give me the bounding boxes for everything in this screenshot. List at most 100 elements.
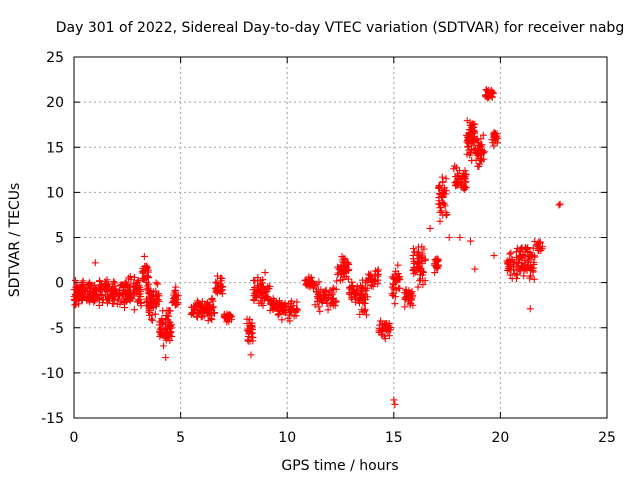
data-point (490, 142, 498, 150)
data-point (328, 291, 336, 299)
data-point (72, 301, 80, 309)
data-point (120, 299, 128, 307)
data-point (531, 253, 539, 261)
data-point (95, 295, 103, 303)
data-point (208, 304, 216, 312)
data-point (473, 135, 481, 143)
data-point (158, 315, 166, 323)
data-point (457, 181, 465, 189)
data-point (494, 134, 502, 142)
data-point (360, 299, 368, 307)
data-point (154, 297, 162, 305)
data-point (349, 282, 357, 290)
chart-title: Day 301 of 2022, Sidereal Day-to-day VTE… (56, 20, 624, 36)
data-point (95, 301, 103, 309)
data-point (466, 151, 474, 159)
data-point (336, 276, 344, 284)
data-point (111, 279, 119, 287)
data-point (116, 281, 124, 289)
data-point (408, 288, 416, 296)
data-point (114, 291, 122, 299)
data-point (261, 269, 269, 277)
data-point (340, 254, 348, 262)
data-point (538, 243, 546, 251)
data-point (152, 301, 160, 309)
data-point (416, 275, 424, 283)
data-point (144, 266, 152, 274)
data-point (462, 178, 470, 186)
data-point (78, 280, 86, 288)
data-point (255, 285, 263, 293)
x-axis-label: GPS time / hours (281, 458, 398, 474)
data-point (162, 354, 170, 362)
y-tick-label: -5 (50, 321, 64, 337)
data-point (437, 207, 445, 215)
data-point (84, 291, 92, 299)
x-tick-label: 0 (70, 430, 79, 446)
data-point (163, 306, 171, 314)
data-point (438, 173, 446, 181)
data-point (213, 279, 221, 287)
data-point (421, 256, 429, 264)
data-point (212, 288, 220, 296)
data-point (190, 303, 198, 311)
data-point (365, 275, 373, 283)
data-point (323, 299, 331, 307)
data-point (103, 299, 111, 307)
data-point (396, 273, 404, 281)
data-point (101, 278, 109, 286)
data-point (434, 264, 442, 272)
data-point (332, 285, 340, 293)
data-point (433, 263, 441, 271)
data-point (432, 263, 440, 271)
data-point (409, 255, 417, 263)
data-point (466, 118, 474, 126)
data-point (281, 299, 289, 307)
y-tick-label: -15 (41, 411, 64, 427)
data-point (369, 283, 377, 291)
data-point (344, 275, 352, 283)
data-point (390, 283, 398, 291)
data-point (194, 299, 202, 307)
data-point (127, 276, 135, 284)
data-point (278, 316, 286, 324)
data-point (313, 280, 321, 288)
data-point (438, 199, 446, 207)
data-point (124, 289, 132, 297)
data-point (555, 201, 563, 209)
data-point (344, 259, 352, 267)
data-point (198, 313, 206, 321)
data-point (126, 272, 134, 280)
data-point (367, 270, 375, 278)
data-point (217, 274, 225, 282)
data-point (458, 173, 466, 181)
data-point (160, 326, 168, 334)
data-point (342, 268, 350, 276)
data-point (304, 282, 312, 290)
data-point (439, 189, 447, 197)
data-point (85, 295, 93, 303)
data-point (125, 295, 133, 303)
data-point (510, 266, 518, 274)
data-point (207, 315, 215, 323)
data-point (443, 211, 451, 219)
data-point (513, 263, 521, 271)
data-point (170, 289, 178, 297)
data-point (137, 299, 145, 307)
data-point (348, 278, 356, 286)
data-point (92, 287, 100, 295)
data-point (244, 337, 252, 345)
data-point (372, 278, 380, 286)
data-point (381, 335, 389, 343)
data-point (334, 271, 342, 279)
data-point (418, 267, 426, 275)
data-point (246, 315, 254, 323)
data-point (409, 301, 417, 309)
data-point (394, 261, 402, 269)
data-point (97, 284, 105, 292)
data-point (480, 148, 488, 156)
axis-ticks: 0 5 10 15 20 25 -15 -10 -5 0 5 10 15 20 25 (41, 50, 616, 446)
data-point (506, 258, 514, 266)
